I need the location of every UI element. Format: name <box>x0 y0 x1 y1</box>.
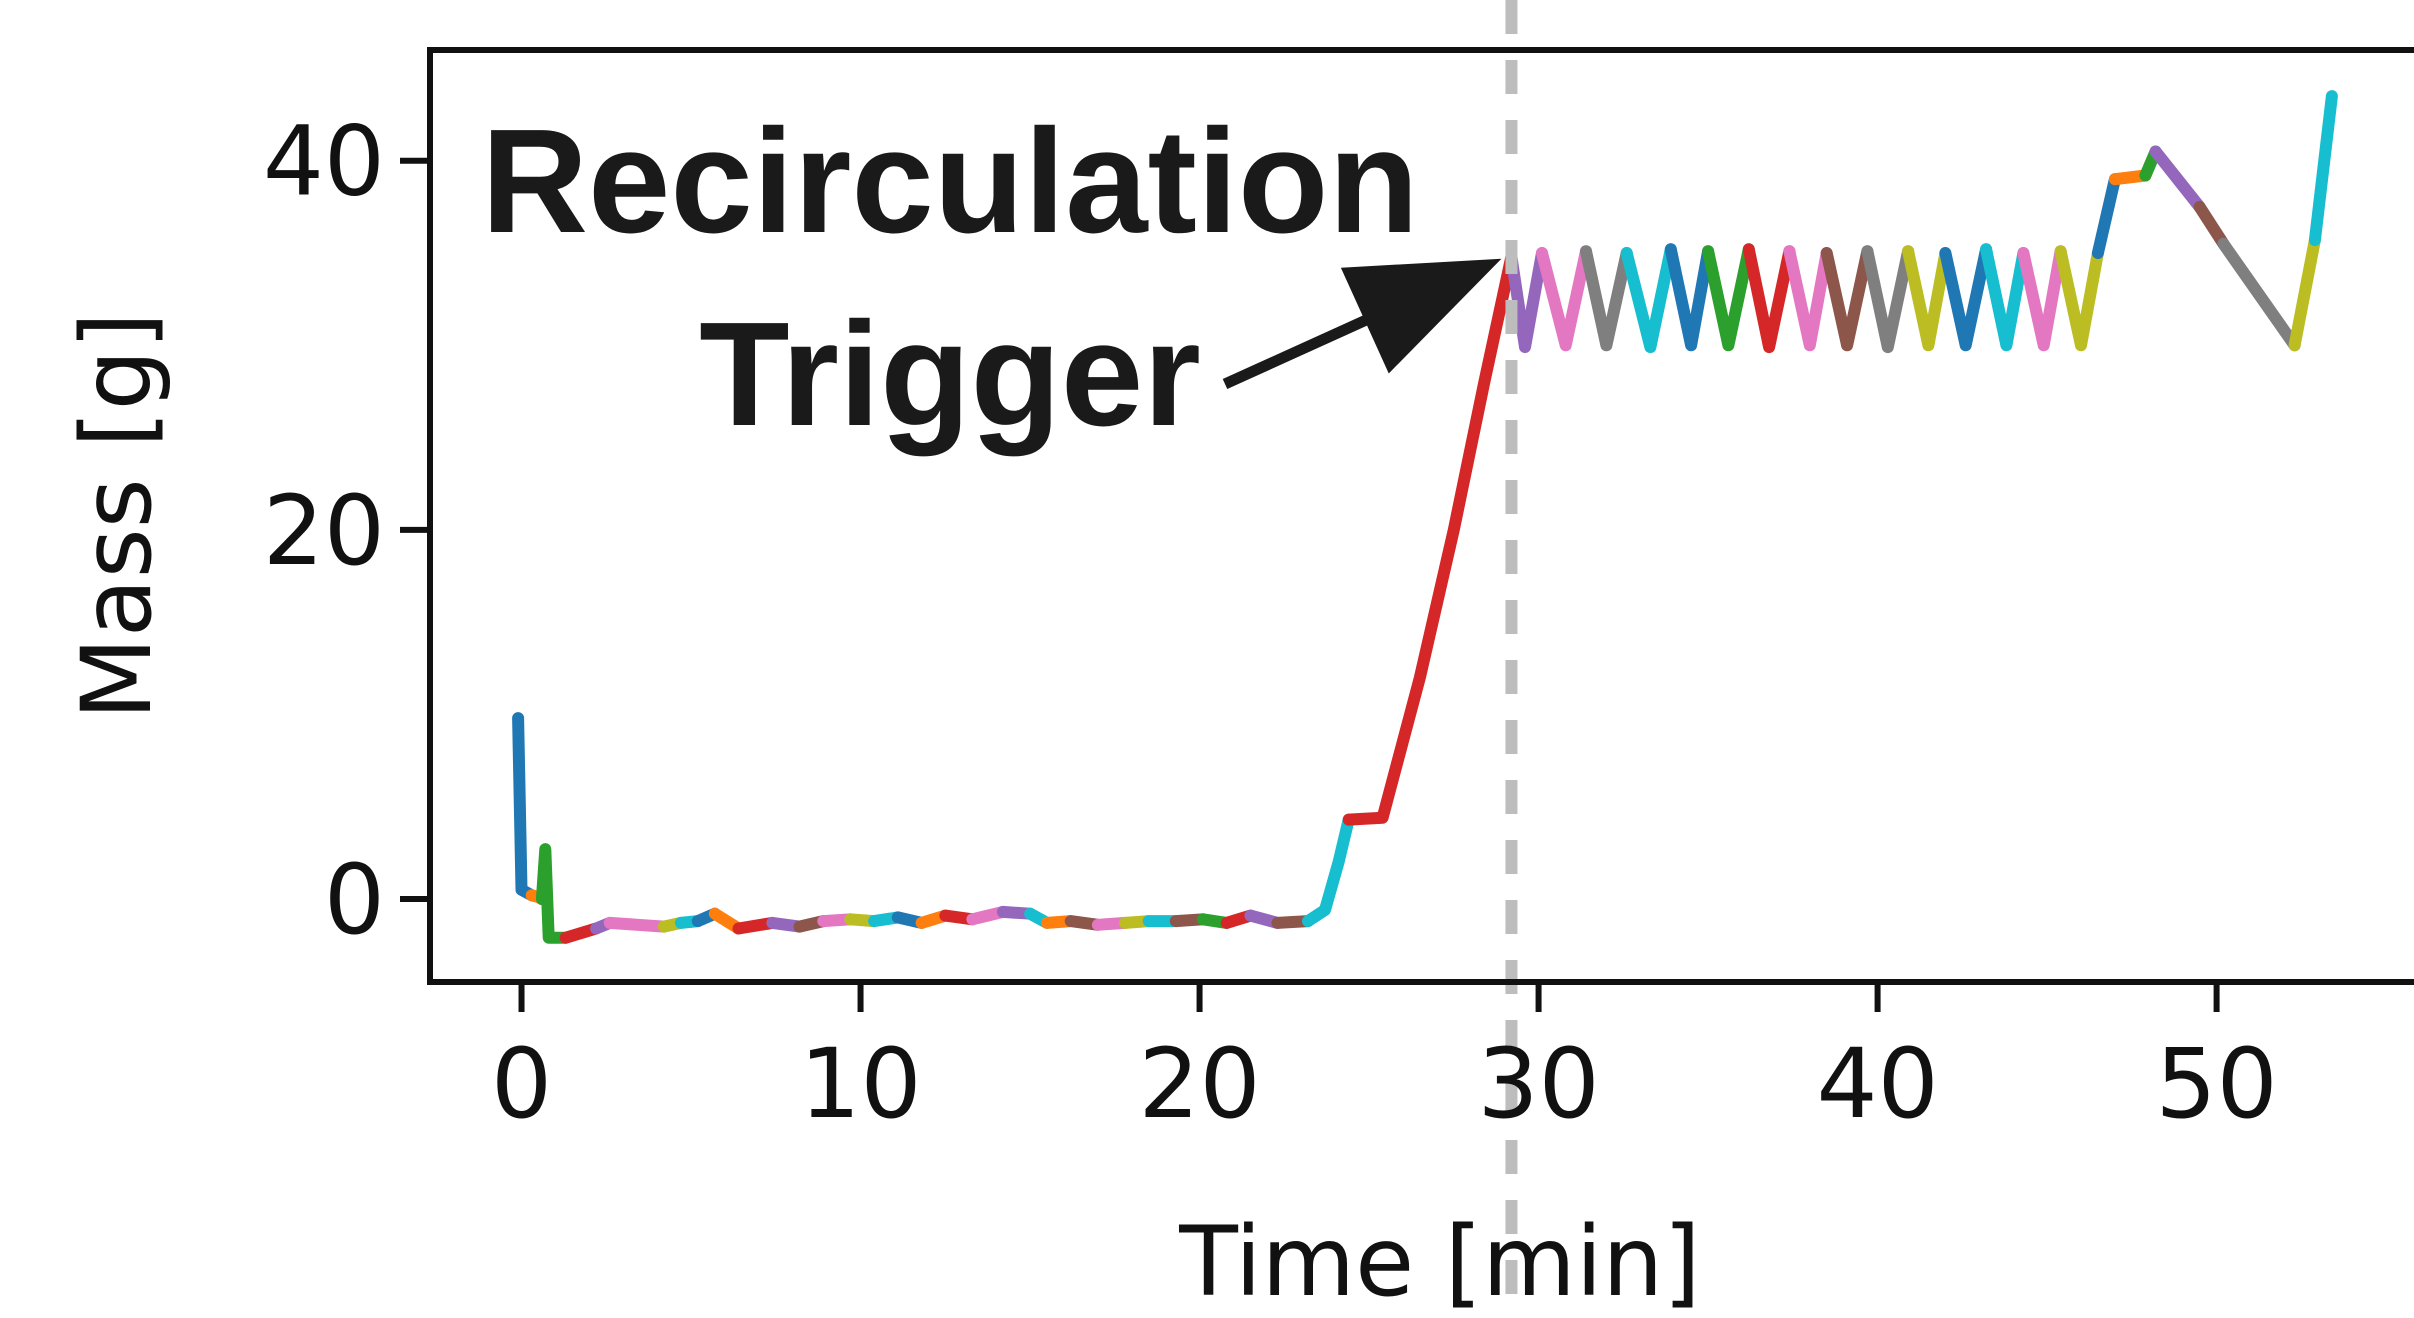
series-segment-39 <box>1702 243 1755 352</box>
series-segment-5 <box>603 916 670 933</box>
plot-frame <box>427 47 2414 985</box>
x-tick-label: 30 <box>1477 1028 1599 1140</box>
x-tick-label: 0 <box>491 1028 552 1140</box>
series-segment-46 <box>1980 243 2030 352</box>
y-tick-label: 20 <box>263 475 385 587</box>
series-segment-35 <box>1536 245 1592 352</box>
series-segment-43 <box>1861 245 1915 354</box>
series-segment-55 <box>2288 234 2321 352</box>
x-tick-label: 40 <box>1817 1028 1939 1140</box>
series-segment-42 <box>1820 245 1874 352</box>
x-axis-label: Time [min] <box>1178 1206 1700 1318</box>
series-segment-45 <box>1939 243 1993 352</box>
series-segment-47 <box>2017 245 2067 352</box>
annotation-line-trigger: Trigger <box>699 292 1201 457</box>
x-tick-label: 10 <box>799 1028 921 1140</box>
series-segment-40 <box>1742 243 1796 354</box>
y-tick-label: 40 <box>263 106 385 218</box>
series-segment-2 <box>535 843 572 944</box>
series-segment-32 <box>1302 813 1355 928</box>
series-segment-56 <box>2308 90 2338 247</box>
axis-ticks: 0 10 20 30 40 50 0 20 40 <box>263 106 2278 1140</box>
x-tick-label: 20 <box>1138 1028 1260 1140</box>
series-segment-36 <box>1580 245 1633 352</box>
series-segment-53 <box>2193 200 2230 250</box>
annotation-arrow-head <box>1340 258 1502 374</box>
series-segment-44 <box>1902 245 1952 352</box>
series-segment-33 <box>1342 250 1518 826</box>
x-tick-label: 50 <box>2156 1028 2278 1140</box>
series-segment-49 <box>2091 173 2121 259</box>
series-segment-34 <box>1505 247 1548 354</box>
data-series-layer <box>512 90 2338 944</box>
series-segment-41 <box>1783 245 1833 352</box>
annotation-line-recirculation: Recirculation <box>481 99 1419 264</box>
series-segment-37 <box>1620 243 1677 354</box>
annotation-arrow-shaft <box>1222 311 1377 390</box>
y-tick-label: 0 <box>324 844 385 956</box>
y-axis-label: Mass [g] <box>61 312 173 720</box>
series-segment-52 <box>2149 145 2206 213</box>
series-segment-54 <box>2217 237 2301 352</box>
series-segment-48 <box>2054 245 2104 352</box>
series-segment-0 <box>512 712 538 902</box>
series-segment-38 <box>1664 243 1715 352</box>
